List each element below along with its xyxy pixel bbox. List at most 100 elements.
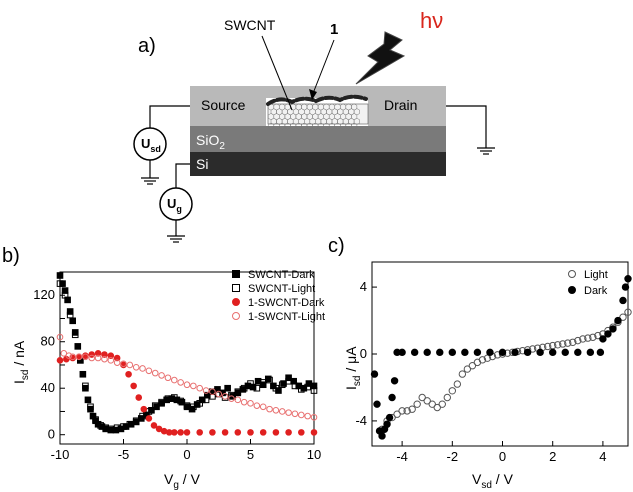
light-label: hν xyxy=(420,8,443,33)
data-point xyxy=(574,336,582,345)
data-point xyxy=(183,429,191,436)
panel-a-schematic: a) Source Drain SiO2 Si SWCNT 1 hν Usd xyxy=(133,8,495,243)
data-point xyxy=(390,377,399,385)
data-point xyxy=(498,348,507,357)
data-point xyxy=(171,376,178,384)
data-point xyxy=(403,407,411,415)
data-point xyxy=(209,393,216,400)
data-point xyxy=(594,331,602,340)
data-point xyxy=(272,406,280,414)
x-tick-label: 10 xyxy=(307,447,321,462)
data-point xyxy=(408,405,416,413)
data-point xyxy=(196,384,203,392)
data-point xyxy=(221,429,229,436)
data-point xyxy=(94,354,102,362)
xlabel-c: Vsd / V xyxy=(472,471,514,491)
data-point xyxy=(204,391,211,399)
data-point xyxy=(574,348,582,357)
data-point xyxy=(69,317,77,325)
xlabel-b: Vg / V xyxy=(164,471,201,491)
data-point xyxy=(224,384,231,392)
y-tick-label: 0 xyxy=(48,427,55,442)
data-point xyxy=(370,370,379,378)
data-point xyxy=(621,283,630,291)
data-point xyxy=(310,429,318,436)
data-point xyxy=(102,424,110,432)
data-point xyxy=(624,275,632,283)
data-point xyxy=(135,394,143,401)
data-point xyxy=(463,365,472,373)
data-point xyxy=(298,429,305,436)
ug-source-icon xyxy=(159,187,193,221)
swcnt-pointer xyxy=(261,35,293,111)
axis-ticks-c: -4 -2 0 2 4 -4 0 4 xyxy=(355,279,606,464)
data-point xyxy=(543,342,552,351)
data-point xyxy=(278,381,286,389)
data-point xyxy=(232,284,240,292)
data-point xyxy=(92,416,99,423)
data-point xyxy=(79,370,87,378)
data-point xyxy=(126,361,134,369)
data-point xyxy=(310,387,318,394)
data-point xyxy=(107,425,115,433)
data-point xyxy=(56,280,64,287)
data-point xyxy=(151,402,159,409)
data-point xyxy=(291,410,299,418)
data-point xyxy=(259,403,267,411)
data-point xyxy=(473,348,482,357)
data-point xyxy=(56,333,64,341)
data-point xyxy=(378,432,386,440)
data-point xyxy=(209,429,216,436)
data-point xyxy=(453,380,462,388)
data-point xyxy=(448,387,457,395)
data-point xyxy=(569,338,577,346)
data-point xyxy=(259,379,267,386)
data-point xyxy=(145,415,153,422)
drain-label: Drain xyxy=(384,97,417,113)
data-point xyxy=(126,420,134,428)
data-point xyxy=(586,348,595,357)
data-point xyxy=(589,333,597,341)
data-point xyxy=(113,424,121,432)
data-point xyxy=(234,429,242,436)
data-point xyxy=(461,348,469,357)
data-point xyxy=(278,408,286,415)
swcnt-tube xyxy=(267,103,369,130)
panel-c-label: c) xyxy=(328,235,345,257)
data-point xyxy=(139,412,146,420)
source-label: Source xyxy=(201,97,246,113)
data-point xyxy=(259,429,267,436)
series-swcnt-light xyxy=(56,280,318,433)
data-point xyxy=(88,354,96,362)
legend-label: SWCNT-Dark xyxy=(248,269,315,281)
data-point xyxy=(228,391,235,399)
y-tick-label: -4 xyxy=(355,413,367,428)
y-tick-label: 0 xyxy=(360,346,367,361)
x-tick-label: 0 xyxy=(499,449,506,464)
legend-b: SWCNT-Dark SWCNT-Light 1-SWCNT-Dark 1-SWCNT… xyxy=(232,269,325,323)
series-light xyxy=(378,308,632,433)
data-point xyxy=(568,286,576,294)
data-point xyxy=(253,402,261,409)
data-point xyxy=(171,429,178,436)
data-point xyxy=(75,353,83,361)
data-point xyxy=(596,348,605,357)
data-point xyxy=(140,405,148,413)
data-point xyxy=(298,411,305,419)
data-point xyxy=(624,308,632,316)
data-point xyxy=(132,363,140,371)
data-point xyxy=(66,311,74,319)
data-point xyxy=(158,398,165,406)
data-point xyxy=(183,402,191,409)
data-point xyxy=(178,398,186,406)
data-point xyxy=(619,313,627,321)
data-point xyxy=(290,377,297,385)
series-dark xyxy=(370,275,632,440)
y-tick-label: 4 xyxy=(360,279,367,294)
data-point xyxy=(196,429,203,436)
data-point xyxy=(82,353,89,361)
data-point xyxy=(101,355,108,363)
data-point xyxy=(145,367,153,375)
data-point xyxy=(614,316,622,325)
data-point xyxy=(559,340,567,348)
